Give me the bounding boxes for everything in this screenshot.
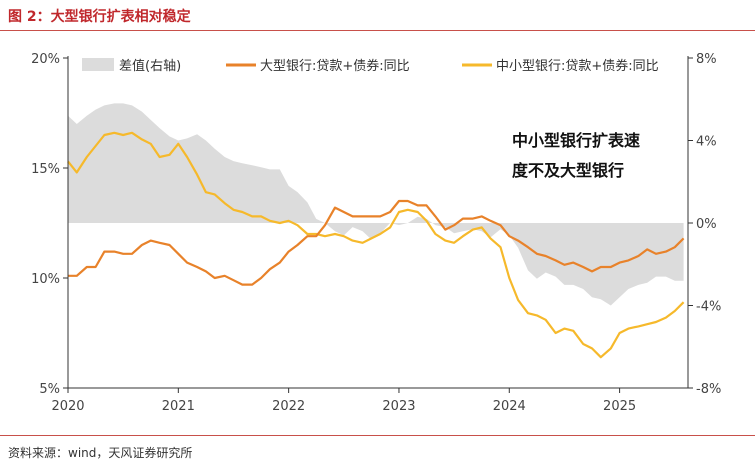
- x-tick-label: 2020: [51, 399, 84, 414]
- footer-divider: [0, 435, 755, 436]
- annotation-line-1: 中小型银行扩表速: [512, 131, 640, 150]
- x-tick-label: 2023: [382, 399, 415, 414]
- legend-label-large: 大型银行:贷款+债券:同比: [260, 58, 410, 74]
- left-tick-label: 15%: [31, 162, 60, 177]
- right-tick-label: 8%: [696, 52, 717, 67]
- right-tick-label: -4%: [696, 300, 721, 315]
- left-tick-label: 10%: [31, 272, 60, 287]
- right-tick-label: 4%: [696, 135, 717, 150]
- x-tick-label: 2025: [603, 399, 636, 414]
- legend-label-diff: 差值(右轴): [119, 58, 181, 74]
- x-tick-label: 2021: [162, 399, 195, 414]
- axes: 20% 15% 10% 5% 8% 4% 0% -4% -8% 2020 2021 2022 2023 2…: [31, 52, 721, 414]
- x-tick-label: 2024: [493, 399, 526, 414]
- left-tick-label: 5%: [39, 382, 60, 397]
- right-tick-label: -8%: [696, 382, 721, 397]
- series-diff-area: [68, 103, 684, 306]
- annotation-line-2: 度不及大型银行: [512, 161, 624, 180]
- x-tick-label: 2022: [272, 399, 305, 414]
- series-small-banks-line: [67, 131, 685, 359]
- right-tick-label: 0%: [696, 217, 717, 232]
- legend: 差值(右轴) 大型银行:贷款+债券:同比 中小型银行:贷款+债券:同比: [82, 58, 659, 74]
- title-divider: [0, 30, 755, 31]
- plot-area: [67, 103, 685, 359]
- legend-swatch-diff: [82, 58, 114, 71]
- left-tick-label: 20%: [31, 52, 60, 67]
- legend-label-small: 中小型银行:贷款+债券:同比: [496, 58, 659, 74]
- series-large-banks-line: [68, 199, 685, 286]
- figure-title: 图 2：大型银行扩表相对稳定: [8, 9, 191, 25]
- source-note: 资料来源：wind，天风证券研究所: [8, 446, 193, 460]
